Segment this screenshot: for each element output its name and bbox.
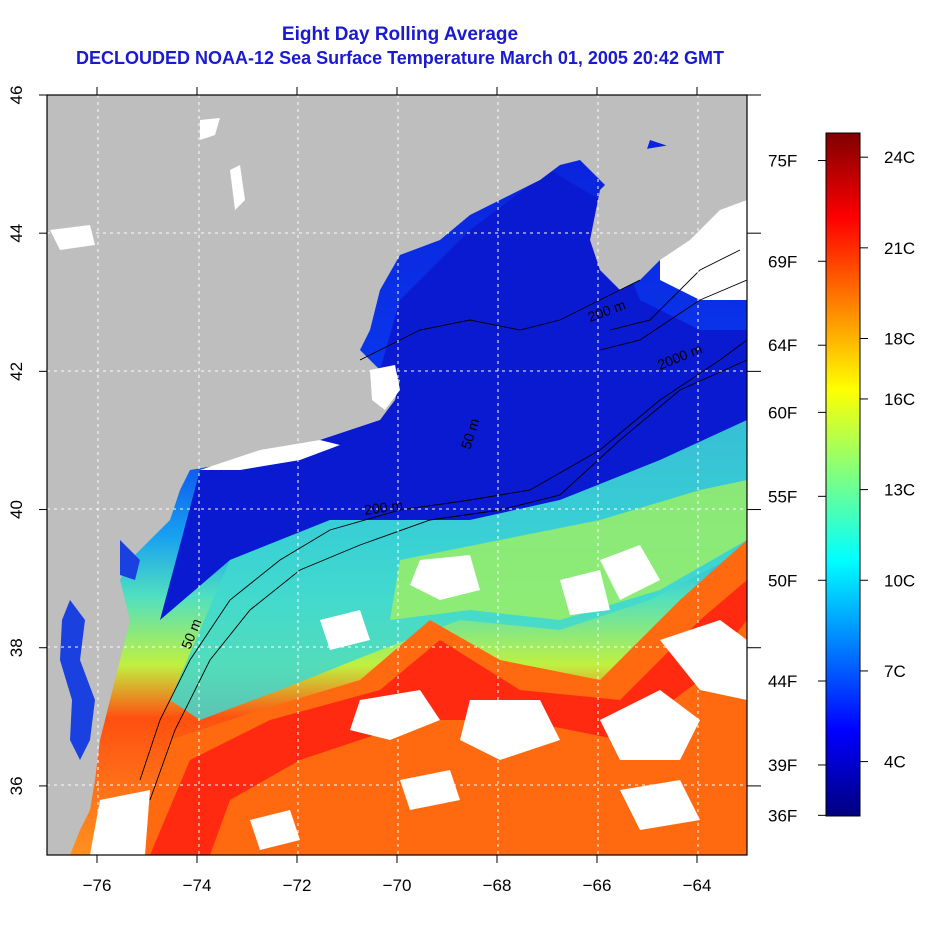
y-tick-label: 40 [7,500,26,519]
colorbar-f-label: 64F [768,336,797,355]
y-tick-label: 36 [7,776,26,795]
colorbar-c-label: 13C [884,481,915,500]
cloud-mask [90,180,747,855]
chesapeake-bay [60,600,95,760]
y-tick-label: 38 [7,638,26,657]
x-tick-label: −74 [183,876,212,895]
x-tick-label: −72 [283,876,312,895]
colorbar-f-label: 36F [768,806,797,825]
gulf-stream-core [150,580,747,855]
title-line-2: DECLOUDED NOAA-12 Sea Surface Temperatur… [76,48,724,68]
land-mainland [47,95,747,855]
y-tick-label: 46 [7,86,26,105]
graticule [47,95,747,855]
colorbar-f-label: 75F [768,152,797,171]
delaware-bay [120,540,140,580]
colorbar-c-label: 18C [884,330,915,349]
colorbar-f-label: 55F [768,487,797,506]
colorbar-c-label: 21C [884,239,915,258]
long-island [200,440,340,470]
colorbar-f-label: 44F [768,672,797,691]
colorbar-f-label: 39F [768,756,797,775]
right-axis-ticks [747,94,761,787]
cape-cod [370,365,400,410]
land-nova-scotia [590,140,747,290]
colorbar-c-label: 24C [884,148,915,167]
inland-lakes [50,118,245,250]
x-tick-label: −66 [583,876,612,895]
x-tick-label: −70 [383,876,412,895]
y-axis: 36 38 40 42 44 46 [7,86,47,795]
x-axis: −76 −74 −72 −70 −68 −66 −64 [83,87,712,895]
shelf-cold-water [160,170,747,620]
colorbar-c-label: 16C [884,390,915,409]
y-tick-label: 42 [7,362,26,381]
colorbar-c-label: 7C [884,662,906,681]
colorbar-celsius-labels: 24C 21C 18C 16C 13C 10C 7C 4C [860,148,915,772]
colorbar-fahrenheit-labels: 75F 69F 64F 60F 55F 50F 44F 39F 36F [768,152,826,825]
contour-label-200m: 200 m [363,497,404,518]
x-tick-label: −68 [483,876,512,895]
y-tick-label: 44 [7,224,26,243]
slope-water-green [390,480,747,620]
colorbar-f-label: 60F [768,403,797,422]
x-tick-label: −76 [83,876,112,895]
map-area: 50 m 200 m 50 m 200 m 2000 m [47,95,747,855]
bathymetry-contours [139,249,747,801]
x-tick-label: −64 [683,876,712,895]
title-line-1: Eight Day Rolling Average [281,24,519,45]
colorbar-c-label: 10C [884,571,915,590]
colorbar [825,132,861,817]
colorbar-c-label: 4C [884,753,906,772]
colorbar-f-label: 50F [768,571,797,590]
colorbar-f-label: 69F [768,252,797,271]
